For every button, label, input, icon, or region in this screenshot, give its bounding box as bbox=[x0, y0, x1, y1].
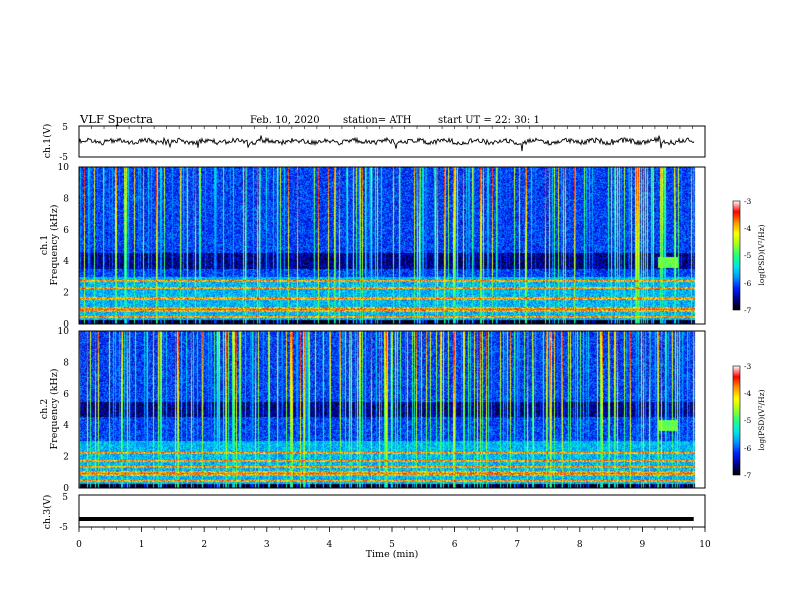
x-tick-label: 5 bbox=[389, 540, 395, 550]
x-tick-label: 1 bbox=[139, 540, 145, 550]
x-tick-label: 7 bbox=[514, 540, 520, 550]
ch3-waveform-line bbox=[79, 517, 694, 521]
start-time-label: start UT = 22: 30: 1 bbox=[438, 115, 540, 126]
ch1-frequency-ticks: 0 2 4 6 8 10 bbox=[58, 163, 70, 330]
ch2-ytick-2: 2 bbox=[63, 453, 69, 463]
station-label: station= ATH bbox=[343, 115, 412, 126]
x-tick-label: 0 bbox=[76, 540, 82, 550]
ch1-spec-ylabel: Frequency (kHz) bbox=[49, 205, 60, 286]
ch2-spec-ylabel: Frequency (kHz) bbox=[49, 369, 60, 450]
ch2-ytick-8: 8 bbox=[63, 358, 69, 368]
ch2-spectrogram-frame bbox=[78, 330, 706, 489]
x-tick-label: 6 bbox=[452, 540, 458, 550]
ch2-cbar-tick-m3: -3 bbox=[744, 362, 752, 371]
ch2-cbar-tick-m6: -6 bbox=[744, 444, 752, 453]
ch2-ytick-4: 4 bbox=[63, 421, 69, 431]
x-tick-label: 10 bbox=[699, 540, 711, 550]
ch1-ytick-4: 4 bbox=[63, 257, 69, 267]
ch1-ytick-bottom: -5 bbox=[59, 153, 68, 163]
time-axis-label: Time (min) bbox=[366, 549, 419, 560]
ch1-spec-channel-label: ch.1 bbox=[39, 235, 50, 256]
ch3-ytick-top: 5 bbox=[62, 493, 68, 503]
ch1-waveform-frame bbox=[78, 125, 706, 158]
ch1-colorbar-scale bbox=[732, 200, 741, 311]
ch3-waveform-ylabel: ch.3(V) bbox=[42, 495, 53, 530]
ch1-colorbar-label: log(PSD)(V²/Hz) bbox=[757, 224, 766, 285]
ch1-waveform-panel: ch.1(V) 5 -5 bbox=[42, 123, 706, 163]
ch2-cbar-tick-m4: -4 bbox=[744, 389, 752, 398]
ch2-colorbar: -3 -4 -5 -6 -7 log(PSD)(V²/Hz) bbox=[732, 362, 766, 480]
ch2-spec-channel-label: ch.2 bbox=[39, 399, 50, 420]
ch2-cbar-tick-m5: -5 bbox=[744, 416, 752, 425]
figure-title: VLF Spectra bbox=[79, 112, 153, 126]
ch1-colorbar: -3 -4 -5 -6 -7 log(PSD)(V²/Hz) bbox=[732, 197, 766, 315]
ch1-ytick-top: 5 bbox=[62, 123, 68, 133]
date-label: Feb. 10, 2020 bbox=[250, 115, 320, 126]
ch2-ytick-6: 6 bbox=[63, 390, 69, 400]
ch1-cbar-tick-m7: -7 bbox=[744, 306, 752, 315]
ch1-cbar-tick-m6: -6 bbox=[744, 279, 752, 288]
ch2-cbar-tick-m7: -7 bbox=[744, 471, 752, 480]
x-tick-label: 4 bbox=[327, 540, 333, 550]
ch1-cbar-tick-m3: -3 bbox=[744, 197, 752, 206]
ch2-colorbar-label: log(PSD)(V²/Hz) bbox=[757, 389, 766, 450]
x-tick-label: 3 bbox=[264, 540, 270, 550]
ch1-cbar-tick-m4: -4 bbox=[744, 224, 752, 233]
ch2-frequency-ticks: 0 2 4 6 8 10 bbox=[58, 327, 70, 494]
ch1-ytick-0: 0 bbox=[63, 320, 69, 330]
x-tick-label: 9 bbox=[640, 540, 646, 550]
ch1-ytick-2: 2 bbox=[63, 289, 69, 299]
ch3-waveform-frame bbox=[78, 494, 706, 528]
ch1-waveform-ylabel: ch.1(V) bbox=[42, 124, 53, 159]
ch1-spectrogram-frame bbox=[78, 166, 706, 325]
ch2-spectrogram-image bbox=[79, 331, 705, 488]
ch2-ytick-0: 0 bbox=[63, 484, 69, 494]
ch1-spectrogram-image bbox=[79, 167, 705, 324]
ch1-ytick-6: 6 bbox=[63, 226, 69, 236]
ch3-ytick-bottom: -5 bbox=[59, 523, 68, 533]
ch2-ytick-10: 10 bbox=[58, 327, 70, 337]
time-axis: 0 1 2 3 4 5 6 7 8 9 10 bbox=[76, 527, 711, 550]
ch1-ytick-8: 8 bbox=[63, 194, 69, 204]
ch1-ytick-10: 10 bbox=[58, 163, 70, 173]
x-tick-label: 2 bbox=[201, 540, 207, 550]
ch1-waveform-line bbox=[78, 135, 695, 152]
ch1-cbar-tick-m5: -5 bbox=[744, 251, 752, 260]
ch1-spectrogram-panel: ch.1 Frequency (kHz) 0 2 4 6 8 10 -3 -4 … bbox=[39, 163, 766, 330]
ch2-colorbar-scale bbox=[732, 365, 741, 476]
x-tick-label: 8 bbox=[577, 540, 583, 550]
ch2-spectrogram-panel: ch.2 Frequency (kHz) 0 2 4 6 8 10 -3 -4 … bbox=[39, 327, 766, 494]
